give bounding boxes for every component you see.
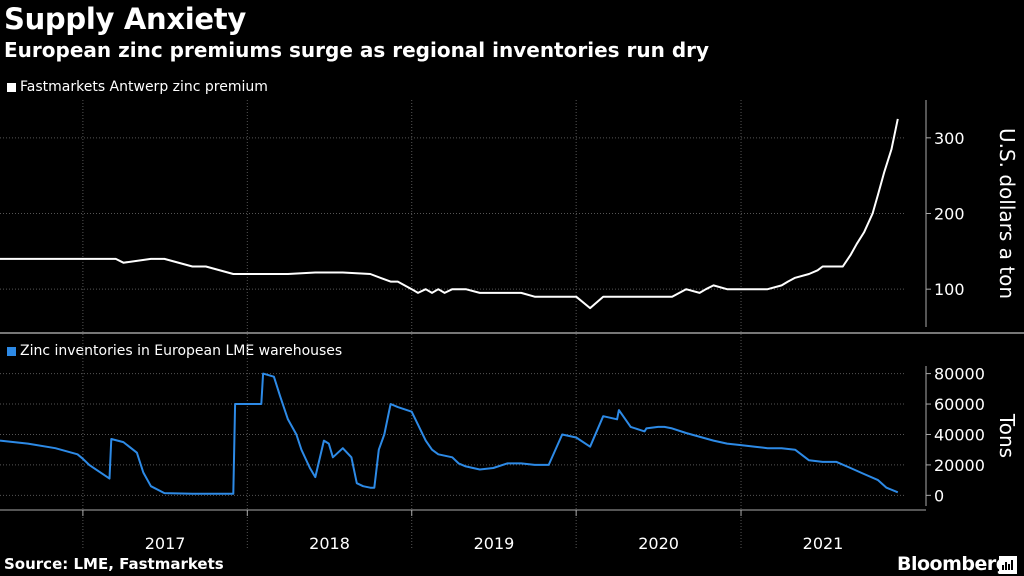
y-axis-title: Tons [995,413,1019,458]
series-line-0-0 [0,118,899,310]
legend-premium-label: Fastmarkets Antwerp zinc premium [20,79,268,95]
x-tick-label-2018: 2018 [309,534,350,553]
bloomberg-logo: Bloomberg [897,553,1009,575]
bloomberg-terminal-icon [999,556,1017,574]
x-tick-label-2021: 2021 [803,534,844,553]
y-tick-label: 60000 [934,395,985,414]
chart-title: Supply Anxiety [4,2,246,36]
y-tick-label: 300 [934,129,965,148]
legend-inventory: Zinc inventories in European LME warehou… [7,343,342,359]
legend-premium-swatch [7,82,16,92]
legend-inventory-label: Zinc inventories in European LME warehou… [20,343,343,359]
x-tick-label-2020: 2020 [638,534,679,553]
legend-premium: Fastmarkets Antwerp zinc premium [7,79,268,95]
y-tick-label: 200 [934,205,965,224]
y-tick-label: 0 [934,486,944,505]
chart-subtitle: European zinc premiums surge as regional… [4,38,710,62]
y-tick-label: 100 [934,280,965,299]
source-note: Source: LME, Fastmarkets [4,555,224,573]
x-tick-label-2019: 2019 [474,534,515,553]
legend-inventory-swatch [7,346,16,356]
series-line-1-0 [0,372,899,495]
y-tick-label: 20000 [934,456,985,475]
y-axis-title: U.S. dollars a ton [995,128,1019,299]
x-tick-label-2017: 2017 [145,534,186,553]
y-tick-label: 40000 [934,425,985,444]
y-tick-label: 80000 [934,365,985,384]
